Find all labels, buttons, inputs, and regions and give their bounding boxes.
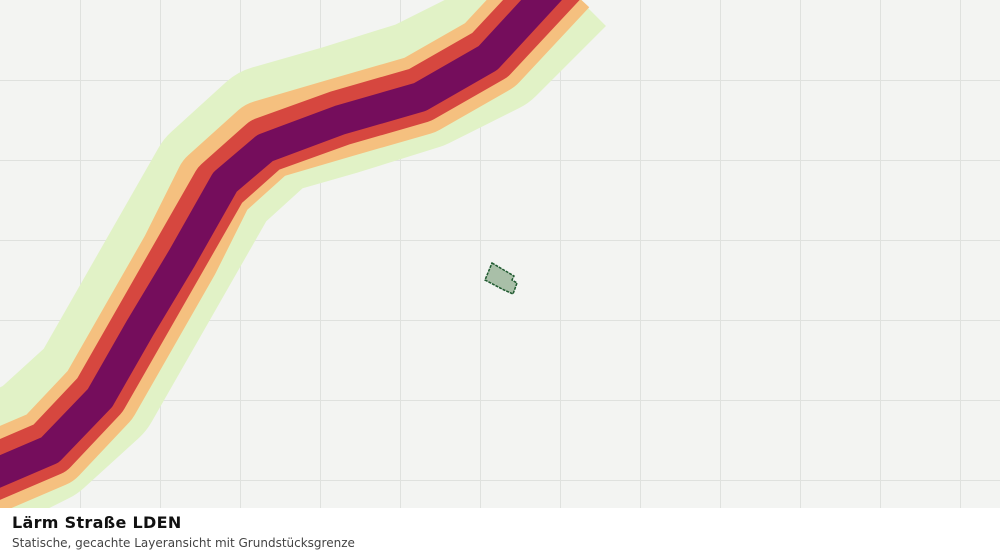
noise-bands [0,0,606,508]
parcel-boundary [484,261,518,296]
noise-band-highest [0,0,562,488]
map-subtitle: Statische, gecachte Layeransicht mit Gru… [12,536,355,550]
map-title: Lärm Straße LDEN [12,513,182,532]
map-canvas [0,0,1000,508]
